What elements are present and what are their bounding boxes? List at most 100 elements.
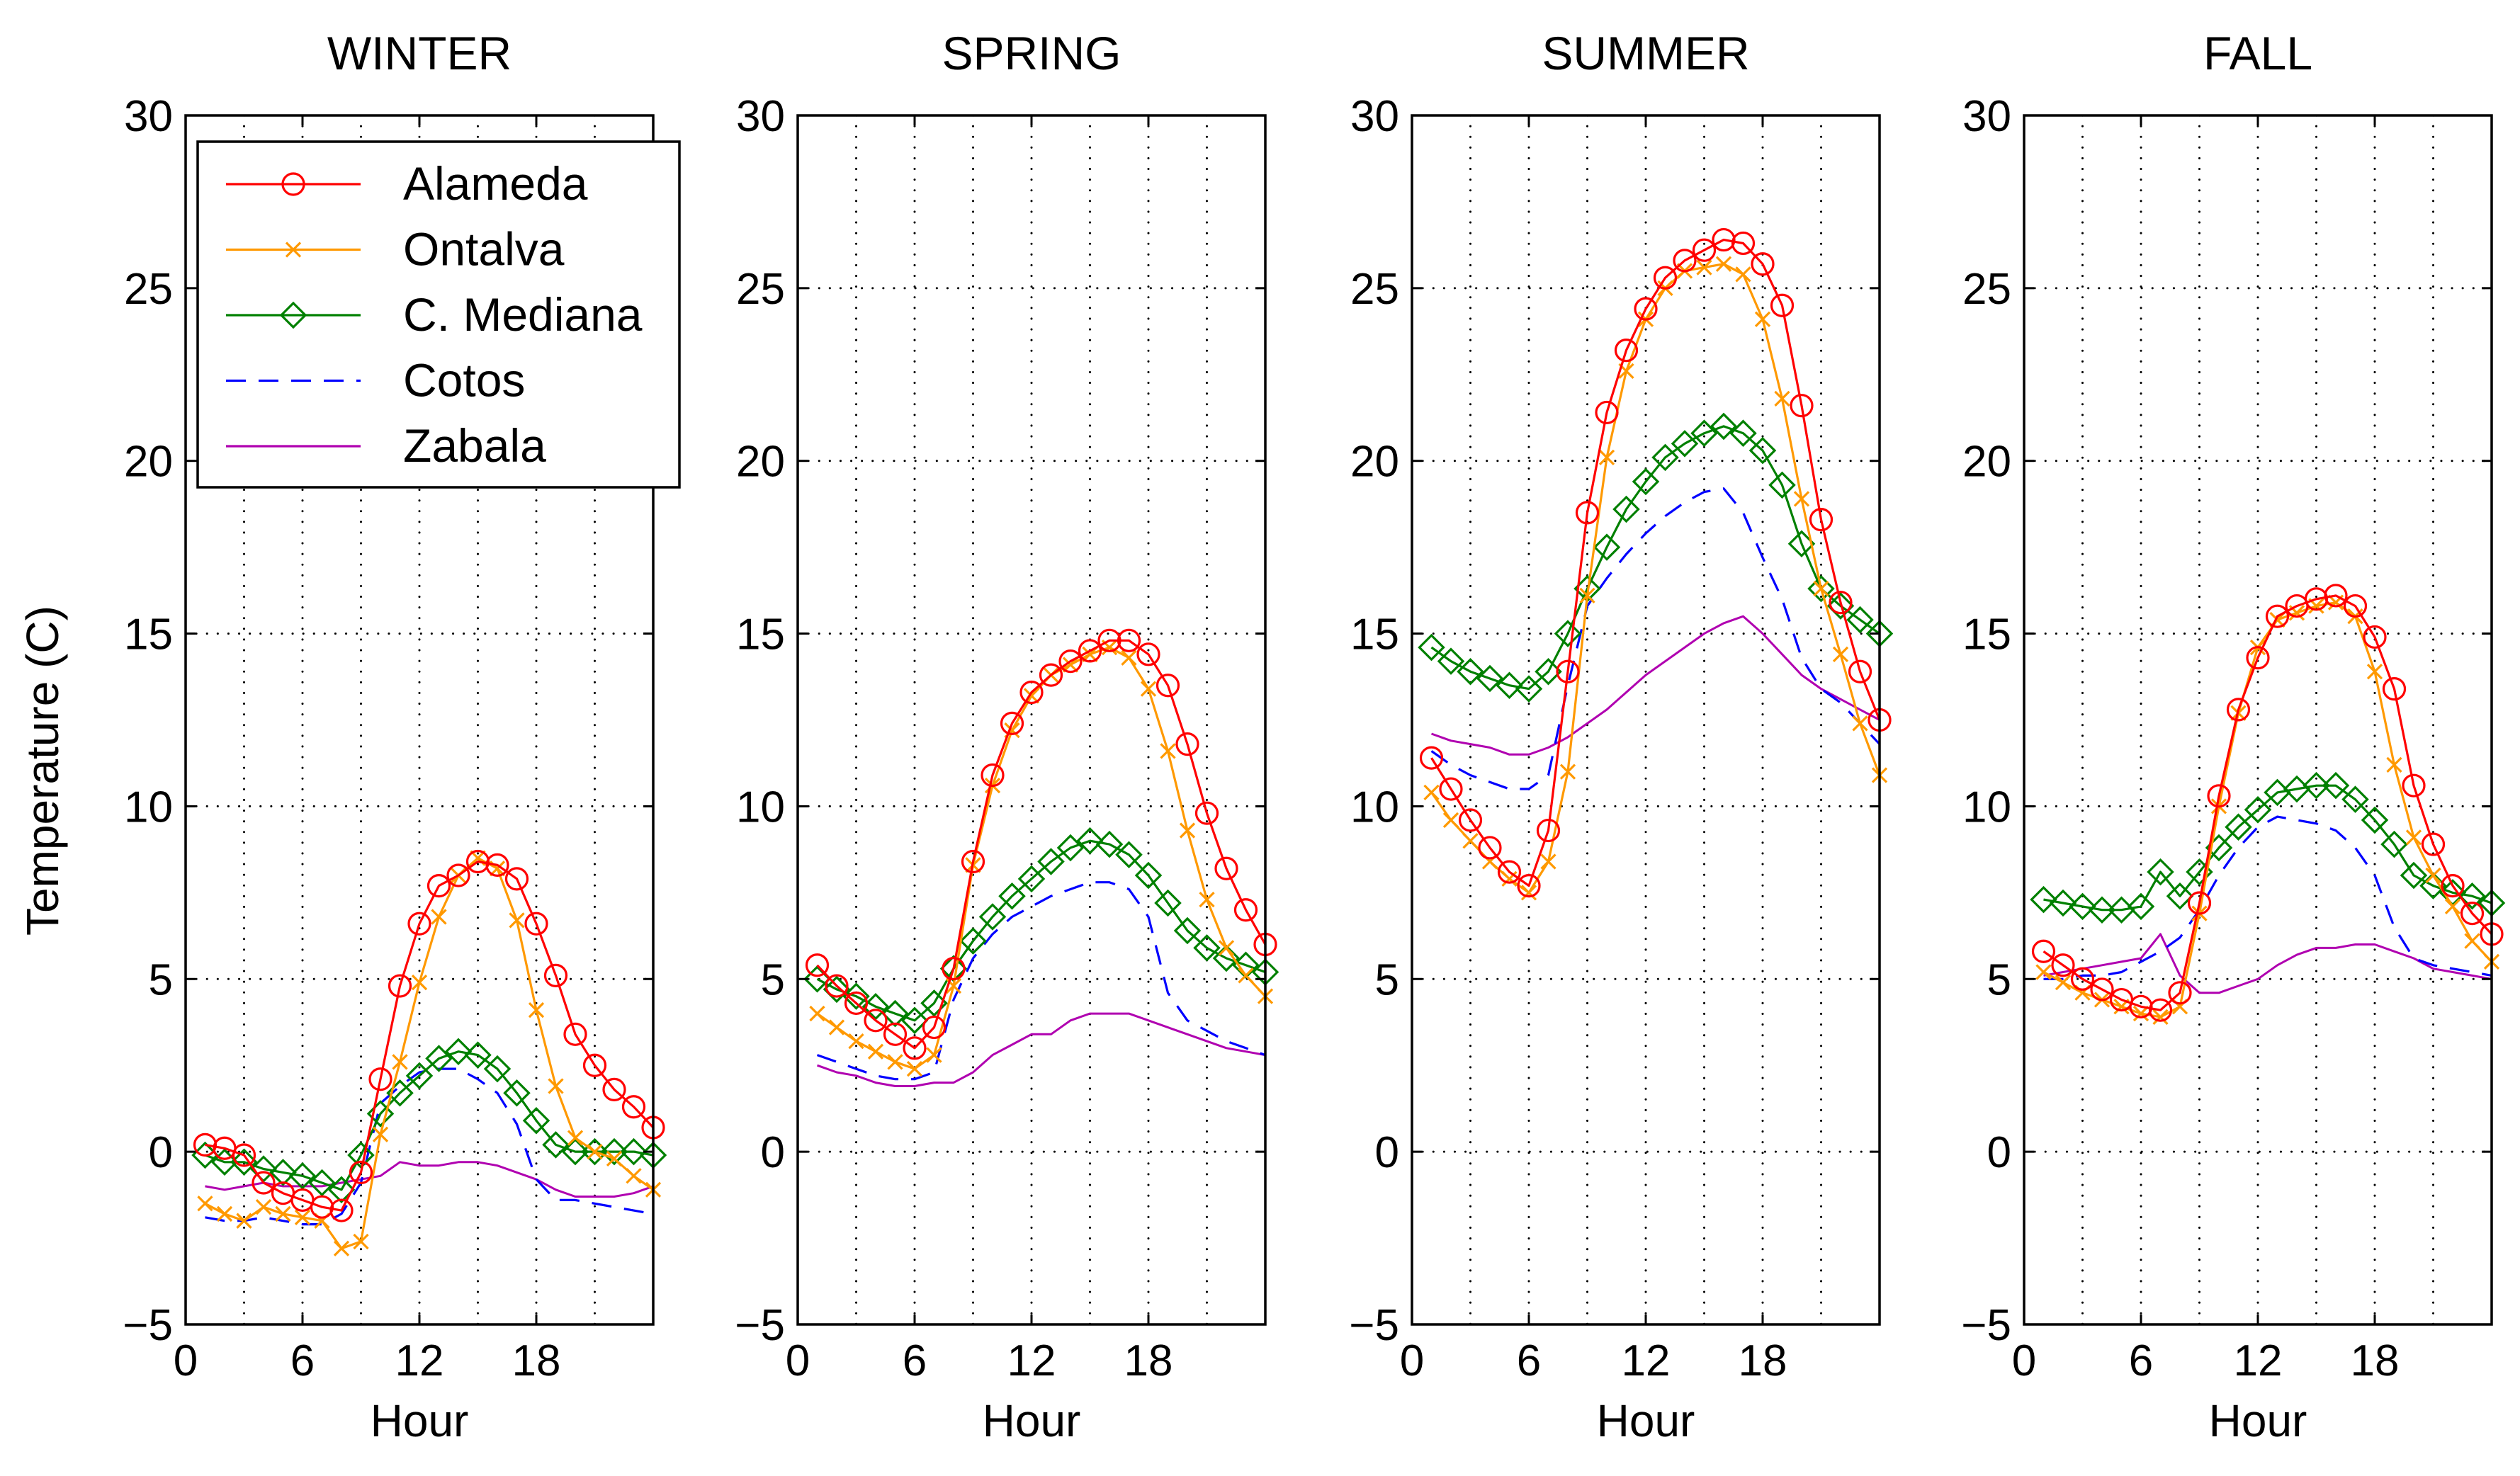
data-point-ontalva <box>626 1168 642 1184</box>
data-point-c-mediana <box>308 1169 336 1197</box>
series-line-c-mediana <box>816 839 1266 1022</box>
data-point-ontalva <box>216 1205 233 1222</box>
y-tick-label: 25 <box>1962 265 2011 314</box>
data-point-c-mediana <box>1115 841 1143 868</box>
data-point-ontalva <box>255 1199 272 1215</box>
data-point-c-mediana <box>1056 834 1085 862</box>
data-point-alameda <box>2246 646 2270 670</box>
y-tick-label: 20 <box>1962 438 2011 487</box>
data-point-ontalva <box>1832 646 1849 662</box>
series-line-alameda <box>816 639 1267 1050</box>
series-line-c-mediana <box>204 1050 654 1191</box>
data-point-alameda <box>1097 628 1121 652</box>
y-tick-label: 20 <box>1350 438 1399 487</box>
data-point-alameda <box>1770 293 1795 317</box>
data-point-alameda <box>1673 249 1697 273</box>
y-tick-label: 10 <box>1962 783 2011 831</box>
x-tick-label: 0 <box>174 1336 198 1385</box>
data-point-c-mediana <box>2322 771 2350 800</box>
y-tick-label: −5 <box>1349 1301 1399 1350</box>
data-point-c-mediana <box>425 1045 453 1072</box>
data-point-ontalva <box>294 1209 311 1225</box>
legend-label: Zabala <box>403 419 546 472</box>
data-point-alameda <box>2460 902 2485 926</box>
data-point-ontalva <box>926 1047 942 1063</box>
data-point-alameda <box>504 867 529 891</box>
data-point-alameda <box>2090 977 2114 1001</box>
data-point-ontalva <box>1179 822 1196 839</box>
data-point-c-mediana <box>366 1100 395 1128</box>
panel-title: FALL <box>2203 27 2312 79</box>
series-line-zabala <box>2043 933 2492 994</box>
data-point-c-mediana <box>1807 574 1835 603</box>
data-point-ontalva <box>548 1078 564 1094</box>
data-point-alameda <box>1194 801 1219 825</box>
data-point-ontalva <box>2152 1009 2169 1026</box>
data-point-ontalva <box>1793 491 1810 507</box>
data-point-ontalva <box>1735 266 1751 283</box>
data-point-alameda <box>2402 773 2426 797</box>
data-point-ontalva <box>1579 587 1595 604</box>
data-point-ontalva <box>1442 812 1459 829</box>
y-tick-label: 10 <box>124 783 173 831</box>
x-tick-label: 12 <box>395 1336 444 1385</box>
panel-title: SPRING <box>942 27 1121 79</box>
x-tick-label: 12 <box>1007 1336 1056 1385</box>
data-point-c-mediana <box>2244 796 2272 824</box>
data-point-c-mediana <box>1612 495 1640 523</box>
data-point-c-mediana <box>2361 806 2389 834</box>
data-point-ontalva <box>275 1205 291 1222</box>
data-point-c-mediana <box>1232 951 1260 980</box>
data-point-c-mediana <box>581 1137 609 1166</box>
legend-item-zabala: Zabala <box>226 419 546 472</box>
data-point-alameda <box>922 1015 947 1040</box>
data-point-ontalva <box>2464 933 2480 949</box>
x-tick-label: 18 <box>1124 1336 1173 1385</box>
data-point-ontalva <box>2444 898 2461 915</box>
legend: Alameda Ontalva C. Mediana Cotos Zabala <box>196 140 681 489</box>
y-tick-label: −5 <box>735 1301 785 1350</box>
data-point-c-mediana <box>561 1137 589 1166</box>
data-point-alameda <box>864 1009 888 1033</box>
data-point-ontalva <box>2405 829 2422 846</box>
legend-item-c-mediana: C. Mediana <box>226 288 643 341</box>
data-point-c-mediana <box>1515 675 1543 703</box>
data-point-alameda <box>1517 874 1541 898</box>
series-group <box>2030 584 2506 1026</box>
y-tick-label: 25 <box>124 265 173 314</box>
data-point-c-mediana <box>1476 664 1504 693</box>
data-point-alameda <box>407 912 431 936</box>
data-point-alameda <box>2226 698 2251 722</box>
x-tick-label: 0 <box>1400 1336 1424 1385</box>
data-point-c-mediana <box>1651 443 1679 472</box>
data-point-ontalva <box>392 1054 408 1070</box>
data-point-alameda <box>2363 625 2387 649</box>
data-point-ontalva <box>809 1005 825 1022</box>
data-point-ontalva <box>372 1126 389 1142</box>
data-point-ontalva <box>333 1240 350 1256</box>
y-tick-label: 25 <box>1350 265 1399 314</box>
y-tick-label: 0 <box>1987 1128 2011 1177</box>
data-point-ontalva <box>1462 833 1479 849</box>
series-line-c-mediana <box>2043 784 2492 912</box>
panel-title: SUMMER <box>1542 27 1749 79</box>
y-tick-label: 0 <box>761 1128 785 1177</box>
x-tick-label: 0 <box>2012 1336 2036 1385</box>
data-point-c-mediana <box>269 1159 297 1186</box>
data-point-c-mediana <box>2225 813 2252 841</box>
data-point-c-mediana <box>920 989 948 1017</box>
x-tick-label: 6 <box>290 1336 315 1385</box>
series-line-ontalva <box>2042 601 2493 1018</box>
data-point-ontalva <box>887 1054 903 1070</box>
data-point-c-mediana <box>978 903 1007 931</box>
y-tick-label: −5 <box>123 1301 173 1350</box>
x-tick-label: 6 <box>2129 1336 2153 1385</box>
y-tick-label: 30 <box>1962 92 2011 141</box>
data-point-alameda <box>368 1067 392 1091</box>
data-point-alameda <box>1458 808 1483 832</box>
